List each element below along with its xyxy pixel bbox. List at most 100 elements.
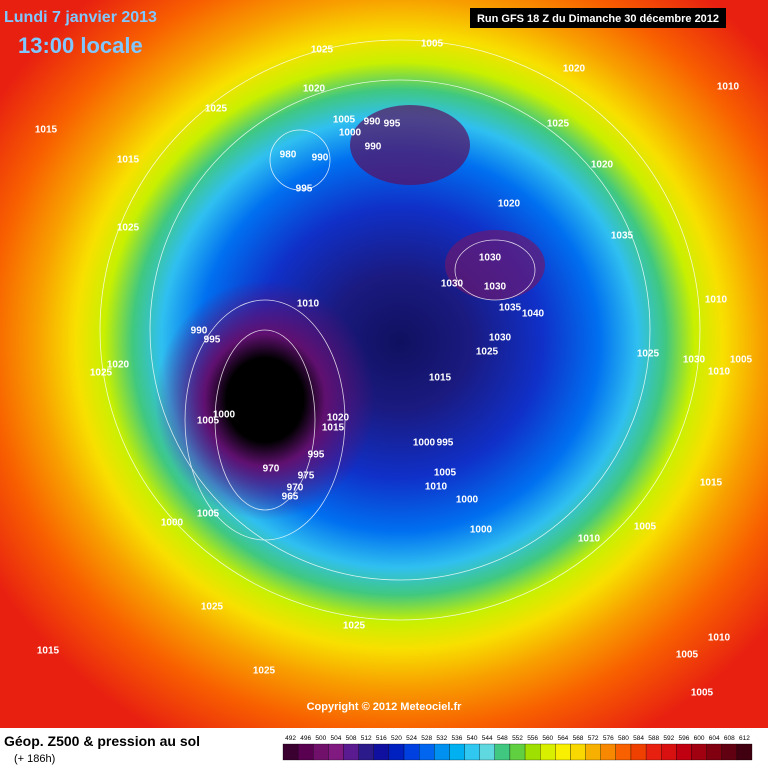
legend-swatch (494, 743, 511, 761)
legend-swatch (661, 743, 677, 761)
isobar-label: 1025 (476, 347, 499, 358)
isobar-label: 1030 (484, 282, 507, 293)
legend-swatch (343, 743, 359, 761)
isobar-label: 1030 (479, 253, 502, 264)
isobar-label: 1020 (591, 160, 614, 171)
isobar-label: 1020 (107, 360, 130, 371)
legend-label: 536 (452, 735, 463, 742)
isobar-label: 990 (365, 142, 382, 153)
legend-label: 576 (603, 735, 614, 742)
legend-label: 516 (376, 735, 387, 742)
legend-label: 572 (588, 735, 599, 742)
isobar-label: 1010 (297, 299, 320, 310)
footer-title: Géop. Z500 & pression au sol (4, 733, 200, 749)
legend-swatch (524, 743, 541, 761)
legend-swatch (600, 743, 616, 761)
legend-label: 556 (527, 735, 538, 742)
isobars (99, 39, 701, 621)
legend-label: 492 (285, 735, 296, 742)
isobar-label: 995 (384, 119, 401, 130)
legend-swatch (282, 743, 299, 761)
legend-swatch (691, 743, 707, 761)
run-box (470, 8, 726, 28)
isobar-label: 995 (204, 335, 221, 346)
legend-label: 500 (315, 735, 326, 742)
legend-label: 604 (709, 735, 720, 742)
legend-label: 528 (421, 735, 432, 742)
legend-swatch (615, 743, 632, 761)
legend-label: 560 (542, 735, 553, 742)
isobar-label: 1030 (489, 333, 512, 344)
isobar-label: 1010 (578, 534, 601, 545)
legend-label: 564 (557, 735, 568, 742)
isobar-label: 995 (308, 450, 325, 461)
legend-label: 524 (406, 735, 417, 742)
isobar-label: 1030 (441, 279, 464, 290)
legend-label: 600 (694, 735, 705, 742)
isobar-label: 1005 (333, 115, 356, 126)
isobar-label: 1010 (717, 82, 740, 93)
copyright: Copyright © 2012 Meteociel.fr (307, 701, 463, 713)
isobar-label: 995 (437, 438, 454, 449)
isobar-label: 1025 (90, 368, 113, 379)
isobar-label: 970 (287, 483, 304, 494)
legend-swatch (585, 743, 601, 761)
isobar-label: 1000 (339, 128, 362, 139)
isobar-label: 1015 (700, 478, 723, 489)
isobar-label: 1000 (413, 438, 436, 449)
legend-label: 552 (512, 735, 523, 742)
time: 13:00 locale (18, 33, 143, 58)
legend-swatch (373, 743, 390, 761)
legend-label: 568 (573, 735, 584, 742)
isobar-label: 1035 (611, 231, 634, 242)
isobar-label: 1015 (117, 155, 140, 166)
isobar-label: 1015 (429, 373, 452, 384)
legend-label: 508 (346, 735, 357, 742)
isobar-label: 1025 (117, 223, 140, 234)
isobar-label: 1005 (421, 39, 444, 50)
legend-label: 496 (300, 735, 311, 742)
isobar-label: 1010 (425, 482, 448, 493)
legend-swatch (676, 743, 692, 761)
isobar-label: 1000 (161, 518, 184, 529)
legend-swatch (721, 743, 738, 761)
isobar-label: 1005 (676, 650, 699, 661)
legend-label: 596 (678, 735, 689, 742)
isobar-label: 1005 (730, 355, 753, 366)
isobar-label: 1010 (708, 367, 731, 378)
isobar-label: 1000 (470, 525, 493, 536)
isobar-label: 1025 (637, 349, 660, 360)
legend-swatch (509, 743, 526, 761)
legend-label: 612 (739, 735, 750, 742)
legend-label: 532 (436, 735, 447, 742)
legend-swatch (434, 743, 450, 761)
legend-swatch (419, 743, 435, 761)
isobar-label: 1025 (201, 602, 224, 613)
isobar-label: 1025 (343, 621, 366, 632)
isobar-label: 1015 (322, 423, 345, 434)
isobar-label: 1005 (434, 468, 457, 479)
isobar-label: 1005 (634, 522, 657, 533)
date: Lundi 7 janvier 2013 (4, 9, 157, 26)
footer-lead: (+ 186h) (14, 753, 55, 765)
isobar-label: 1005 (691, 688, 714, 699)
legend-swatch (464, 743, 480, 761)
isobar-label: 1015 (35, 125, 58, 136)
isobar-label: 980 (280, 150, 297, 161)
run: Run GFS 18 Z du Dimanche 30 décembre 201… (477, 13, 719, 25)
isobar-label: 1025 (547, 119, 570, 130)
isobar-label: 1015 (37, 646, 60, 657)
isobar-label: 965 (282, 492, 299, 503)
legend-swatch (736, 743, 753, 761)
isobar-label: 1035 (499, 303, 522, 314)
legend-swatch (403, 743, 420, 761)
isobar-label: 990 (191, 326, 208, 337)
isobar-label: 1000 (456, 495, 479, 506)
isobar-label: 1040 (522, 309, 545, 320)
isobar-label: 1005 (197, 509, 220, 520)
legend-swatch (449, 743, 465, 761)
legend-label: 584 (633, 735, 644, 742)
legend-swatch (645, 743, 662, 761)
legend-swatch (313, 743, 329, 761)
isobar-label: 1020 (303, 84, 326, 95)
